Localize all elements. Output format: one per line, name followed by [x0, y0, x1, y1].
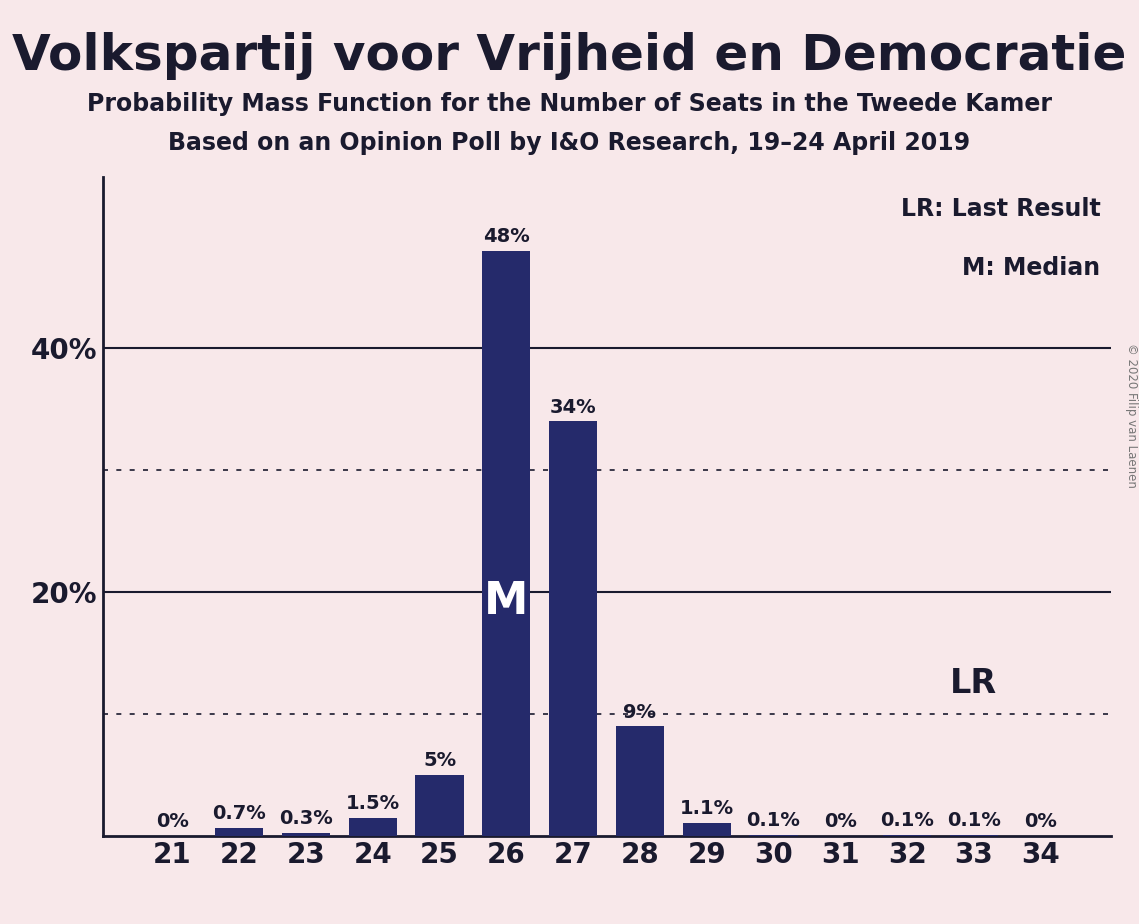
Bar [482, 250, 531, 836]
Text: 0%: 0% [823, 812, 857, 832]
Text: M: M [484, 580, 528, 624]
Text: 0.1%: 0.1% [880, 811, 934, 830]
Text: 0%: 0% [156, 812, 189, 832]
Text: Based on an Opinion Poll by I&O Research, 19–24 April 2019: Based on an Opinion Poll by I&O Research… [169, 131, 970, 155]
Bar [616, 726, 664, 836]
Text: 0.1%: 0.1% [746, 811, 801, 830]
Bar [682, 822, 731, 836]
Text: Volkspartij voor Vrijheid en Democratie: Volkspartij voor Vrijheid en Democratie [13, 32, 1126, 80]
Bar [749, 835, 797, 836]
Text: 34%: 34% [550, 397, 597, 417]
Text: 0.1%: 0.1% [947, 811, 1001, 830]
Text: LR: Last Result: LR: Last Result [901, 197, 1100, 221]
Text: M: Median: M: Median [962, 257, 1100, 281]
Text: Probability Mass Function for the Number of Seats in the Tweede Kamer: Probability Mass Function for the Number… [87, 92, 1052, 116]
Bar [416, 775, 464, 836]
Text: © 2020 Filip van Laenen: © 2020 Filip van Laenen [1124, 344, 1138, 488]
Bar [950, 835, 998, 836]
Bar [883, 835, 931, 836]
Text: 5%: 5% [423, 751, 456, 771]
Text: LR: LR [950, 667, 998, 700]
Bar [282, 833, 330, 836]
Text: 0%: 0% [1024, 812, 1057, 832]
Text: 1.5%: 1.5% [345, 794, 400, 813]
Text: 0.3%: 0.3% [279, 808, 333, 828]
Text: 0.7%: 0.7% [212, 804, 267, 822]
Bar [215, 828, 263, 836]
Text: 9%: 9% [623, 702, 656, 722]
Text: 1.1%: 1.1% [680, 799, 734, 818]
Bar [549, 421, 597, 836]
Bar [349, 818, 396, 836]
Text: 48%: 48% [483, 226, 530, 246]
